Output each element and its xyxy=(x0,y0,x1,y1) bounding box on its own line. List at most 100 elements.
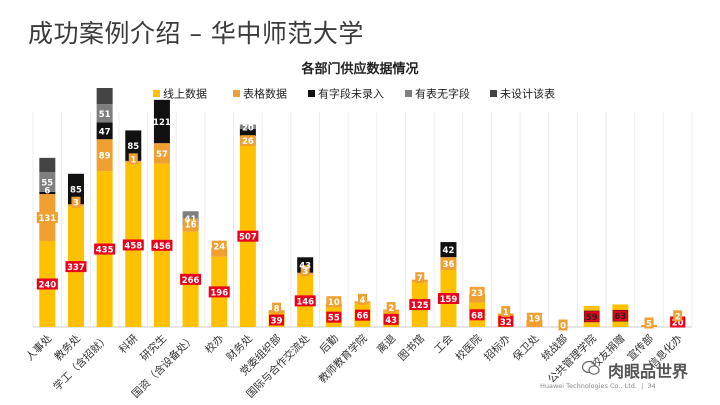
data-label: 42 xyxy=(443,246,455,256)
data-label-text: 66 xyxy=(357,312,369,322)
data-label-bg xyxy=(326,296,342,308)
data-label-text: 23 xyxy=(471,289,483,299)
data-label-bg xyxy=(237,230,259,242)
data-label-bg xyxy=(97,149,113,161)
data-label-bg xyxy=(180,273,202,285)
data-label-text: 456 xyxy=(153,242,171,252)
data-label: 59 xyxy=(583,310,600,323)
bar-segment xyxy=(96,122,113,140)
data-label: 0 xyxy=(558,319,568,332)
data-label-text: 24 xyxy=(213,243,225,253)
legend-swatch xyxy=(490,90,497,97)
data-label: 20 xyxy=(242,123,254,133)
x-tick-label: 离退 xyxy=(374,332,398,356)
data-label-bg xyxy=(128,153,138,165)
data-label-bg xyxy=(415,272,425,284)
bar-segment xyxy=(96,104,113,123)
data-label-bg xyxy=(501,306,511,318)
data-label: 6 xyxy=(44,186,50,196)
data-label: 68 xyxy=(469,309,485,321)
legend-label: 线上数据 xyxy=(163,87,207,101)
data-label-text: 131 xyxy=(38,214,56,224)
data-label: 435 xyxy=(94,243,116,256)
x-tick-label: 工会 xyxy=(432,332,456,356)
wechat-watermark-icon xyxy=(582,360,600,375)
data-label: 39 xyxy=(269,314,285,327)
data-label-text: 20 xyxy=(242,123,254,133)
data-label-text: 435 xyxy=(96,246,114,256)
data-label: 55 xyxy=(326,311,342,324)
data-label: 66 xyxy=(355,309,370,322)
data-label-text: 19 xyxy=(528,315,540,325)
data-label-text: 2 xyxy=(388,304,394,314)
data-label: 24 xyxy=(211,240,227,253)
data-label: 85 xyxy=(70,186,82,196)
x-tick-label: 后勤 xyxy=(317,332,341,356)
data-label-bg xyxy=(358,293,367,305)
bar-segment xyxy=(153,99,170,144)
data-label: 4 xyxy=(358,293,367,306)
data-label-text: 43 xyxy=(299,261,311,271)
bar-segment xyxy=(469,294,486,303)
data-label: 41 xyxy=(185,215,197,225)
data-label-text: 63 xyxy=(614,312,626,322)
data-label-text: 337 xyxy=(67,263,85,273)
legend-swatch xyxy=(153,90,160,97)
data-label-bg xyxy=(154,147,170,159)
data-label: 51 xyxy=(99,110,111,120)
data-label-text: 0 xyxy=(560,322,566,332)
data-label-text: 85 xyxy=(70,186,82,196)
data-label: 146 xyxy=(294,295,316,307)
footer-separator: | xyxy=(639,382,646,390)
data-label-text: 89 xyxy=(99,152,111,162)
data-label-text: 266 xyxy=(182,276,200,286)
data-label-text: 41 xyxy=(185,215,197,225)
data-label-bg xyxy=(583,310,600,323)
data-label-text: 146 xyxy=(296,297,314,307)
data-label: 10 xyxy=(326,296,342,308)
bar-segment xyxy=(239,128,256,137)
data-label: 55 xyxy=(41,179,53,189)
footer-company: Huawei Technologies Co., Ltd. xyxy=(540,382,637,390)
data-label-text: 39 xyxy=(271,317,283,327)
data-label: 36 xyxy=(440,258,456,270)
data-label-bg xyxy=(386,302,396,314)
watermark-text: 肉眼品世界 xyxy=(608,362,689,381)
data-label-text: 42 xyxy=(443,246,455,256)
data-label-text: 6 xyxy=(44,186,50,196)
data-label-text: 55 xyxy=(41,179,53,189)
data-label: 131 xyxy=(36,212,58,224)
bar-segment xyxy=(39,172,56,192)
data-label: 89 xyxy=(97,149,113,162)
chart-legend: 线上数据 表格数据 有字段未录入 有表无字段 未设计该表 xyxy=(153,87,555,101)
data-label: 3 xyxy=(300,265,310,277)
data-label-text: 159 xyxy=(440,295,458,305)
data-label: 19 xyxy=(526,312,542,325)
x-tick-label: 人事处 xyxy=(23,332,55,364)
data-label-bg xyxy=(183,218,199,230)
data-label-bg xyxy=(670,316,686,328)
data-label-text: 458 xyxy=(124,241,142,251)
data-label-text: 85 xyxy=(127,142,139,152)
data-label-text: 16 xyxy=(185,220,197,230)
data-label: 43 xyxy=(383,313,399,326)
data-label-bg xyxy=(526,312,542,324)
data-label-bg xyxy=(612,309,629,322)
data-label-bg xyxy=(383,313,399,325)
data-label: 43 xyxy=(299,261,311,271)
data-label-bg xyxy=(326,311,342,323)
x-tick-label: 公共管理学院 xyxy=(545,332,599,386)
data-label: 32 xyxy=(498,315,514,328)
legend-swatch xyxy=(233,90,240,97)
data-label-text: 51 xyxy=(99,110,111,120)
data-label-text: 59 xyxy=(586,313,598,323)
data-label-bg xyxy=(294,295,316,307)
data-label-bg xyxy=(269,314,285,326)
data-label: 3 xyxy=(71,196,81,209)
data-label-text: 10 xyxy=(328,298,340,308)
data-label-text: 1 xyxy=(130,155,136,165)
data-label: 16 xyxy=(183,218,199,230)
data-label-text: 43 xyxy=(385,316,397,326)
bar-segment xyxy=(39,191,56,195)
data-label-bg xyxy=(272,302,282,314)
